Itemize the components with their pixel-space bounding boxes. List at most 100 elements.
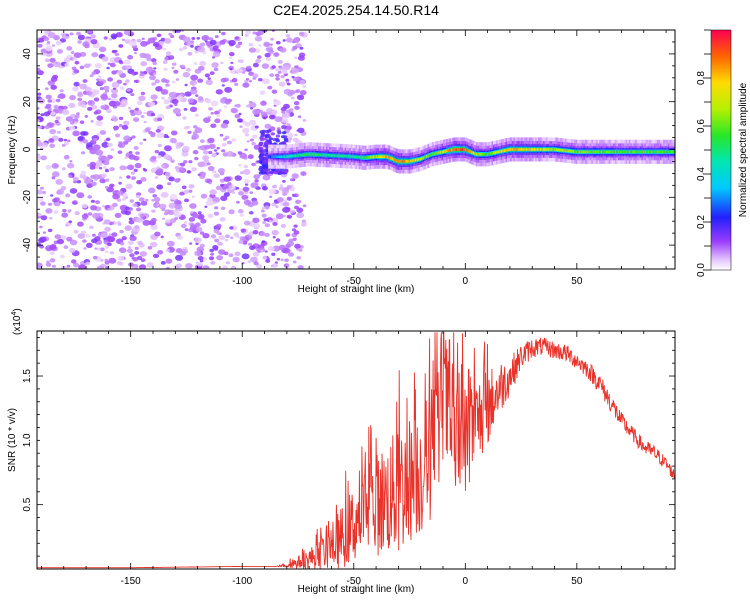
noise-blob	[255, 58, 262, 64]
noise-blob	[263, 218, 268, 222]
noise-blob	[101, 173, 107, 178]
noise-blob	[77, 233, 86, 239]
noise-blob	[81, 151, 86, 155]
ridge-cell	[597, 150, 600, 154]
ridge-cell	[525, 148, 529, 151]
ridge-cell	[410, 159, 413, 163]
noise-blob	[184, 91, 192, 97]
ridge-cell	[397, 160, 400, 163]
noise-blob	[145, 66, 154, 73]
noise-blob	[294, 77, 300, 81]
noise-blob	[294, 56, 298, 59]
noise-blob	[174, 203, 182, 210]
noise-blob	[69, 188, 78, 194]
noise-blob	[39, 236, 47, 243]
noise-blob	[188, 160, 193, 164]
noise-blob	[190, 88, 198, 95]
noise-blob	[285, 34, 291, 38]
noise-blob	[302, 85, 306, 88]
ridge-cell	[457, 148, 460, 151]
noise-blob	[167, 182, 172, 186]
noise-blob	[294, 243, 301, 249]
ridge-cell	[329, 154, 332, 157]
noise-blob	[230, 107, 238, 114]
noise-blob	[112, 117, 118, 122]
noise-blob	[140, 213, 145, 218]
noise-blob	[86, 142, 93, 148]
noise-blob	[276, 197, 284, 203]
ridge-cell	[653, 150, 657, 154]
noise-blob	[264, 232, 270, 238]
noise-blob	[244, 133, 249, 137]
noise-blob	[122, 197, 126, 201]
ridge-cell	[603, 150, 607, 154]
noise-blob	[42, 231, 47, 234]
noise-blob	[140, 91, 146, 96]
noise-blob	[81, 230, 87, 235]
noise-blob	[88, 146, 93, 151]
noise-blob	[117, 150, 123, 154]
noise-blob	[101, 141, 110, 148]
ridge-cell	[499, 150, 502, 153]
noise-blob	[138, 243, 145, 248]
ridge-cell	[461, 148, 464, 151]
ridge-cell	[408, 160, 411, 163]
noise-blob	[258, 109, 264, 114]
top-x-axis-label: Height of straight line (km)	[298, 284, 415, 295]
noise-blob	[73, 52, 82, 59]
noise-blob	[162, 47, 167, 51]
ridge-cell	[511, 148, 514, 151]
ridge-cell	[552, 148, 555, 151]
noise-blob	[174, 165, 180, 170]
noise-blob	[85, 233, 91, 238]
noise-blob	[162, 60, 168, 64]
noise-blob	[265, 142, 270, 146]
noise-blob	[131, 135, 136, 139]
noise-blob	[62, 105, 68, 110]
x-tick-label: -100	[232, 576, 252, 587]
noise-blob	[48, 138, 54, 142]
noise-blob	[296, 256, 302, 260]
ridge-cell	[600, 150, 603, 154]
noise-blob	[85, 242, 93, 248]
ridge-cell	[564, 149, 568, 152]
noise-blob	[253, 261, 259, 266]
noise-blob	[127, 240, 134, 246]
noise-blob	[45, 164, 52, 170]
noise-blob	[37, 43, 43, 48]
spectrogram-panel: -150 -100 -50 0 50 -40 -20 0 20 40 Height of str…	[7, 29, 676, 295]
noise-blob	[272, 236, 276, 239]
ridge-cell	[407, 160, 410, 163]
noise-blob	[45, 208, 53, 214]
noise-blob	[69, 248, 76, 253]
noise-blob	[137, 255, 143, 260]
ridge-cell	[425, 155, 429, 158]
noise-blob	[147, 37, 156, 44]
colorbar: 0.0 0.2 0.4 0.6 0.8 Normalized spectral ampl…	[696, 29, 749, 277]
noise-blob	[116, 70, 124, 75]
noise-blob	[113, 128, 117, 131]
noise-blob	[208, 143, 216, 150]
ridge-cell	[269, 155, 272, 158]
noise-blob	[126, 248, 133, 253]
noise-blob	[77, 40, 82, 44]
ridge-cell	[335, 154, 338, 157]
noise-blob	[174, 217, 178, 221]
ridge-cell	[413, 159, 416, 162]
noise-blob	[246, 140, 250, 143]
noise-blob	[74, 60, 80, 65]
noise-blob	[219, 133, 224, 137]
noise-blob	[210, 112, 214, 115]
ridge-cell	[575, 150, 578, 154]
noise-blob	[165, 105, 171, 110]
noise-blob	[164, 79, 170, 84]
noise-blob	[73, 69, 80, 74]
noise-blob	[229, 52, 235, 57]
noise-blob	[299, 90, 307, 96]
noise-blob	[231, 78, 238, 83]
noise-blob	[285, 78, 290, 82]
ridge-cell	[471, 151, 474, 154]
noise-blob	[121, 236, 127, 241]
noise-blob	[128, 220, 135, 225]
noise-blob	[268, 219, 272, 223]
